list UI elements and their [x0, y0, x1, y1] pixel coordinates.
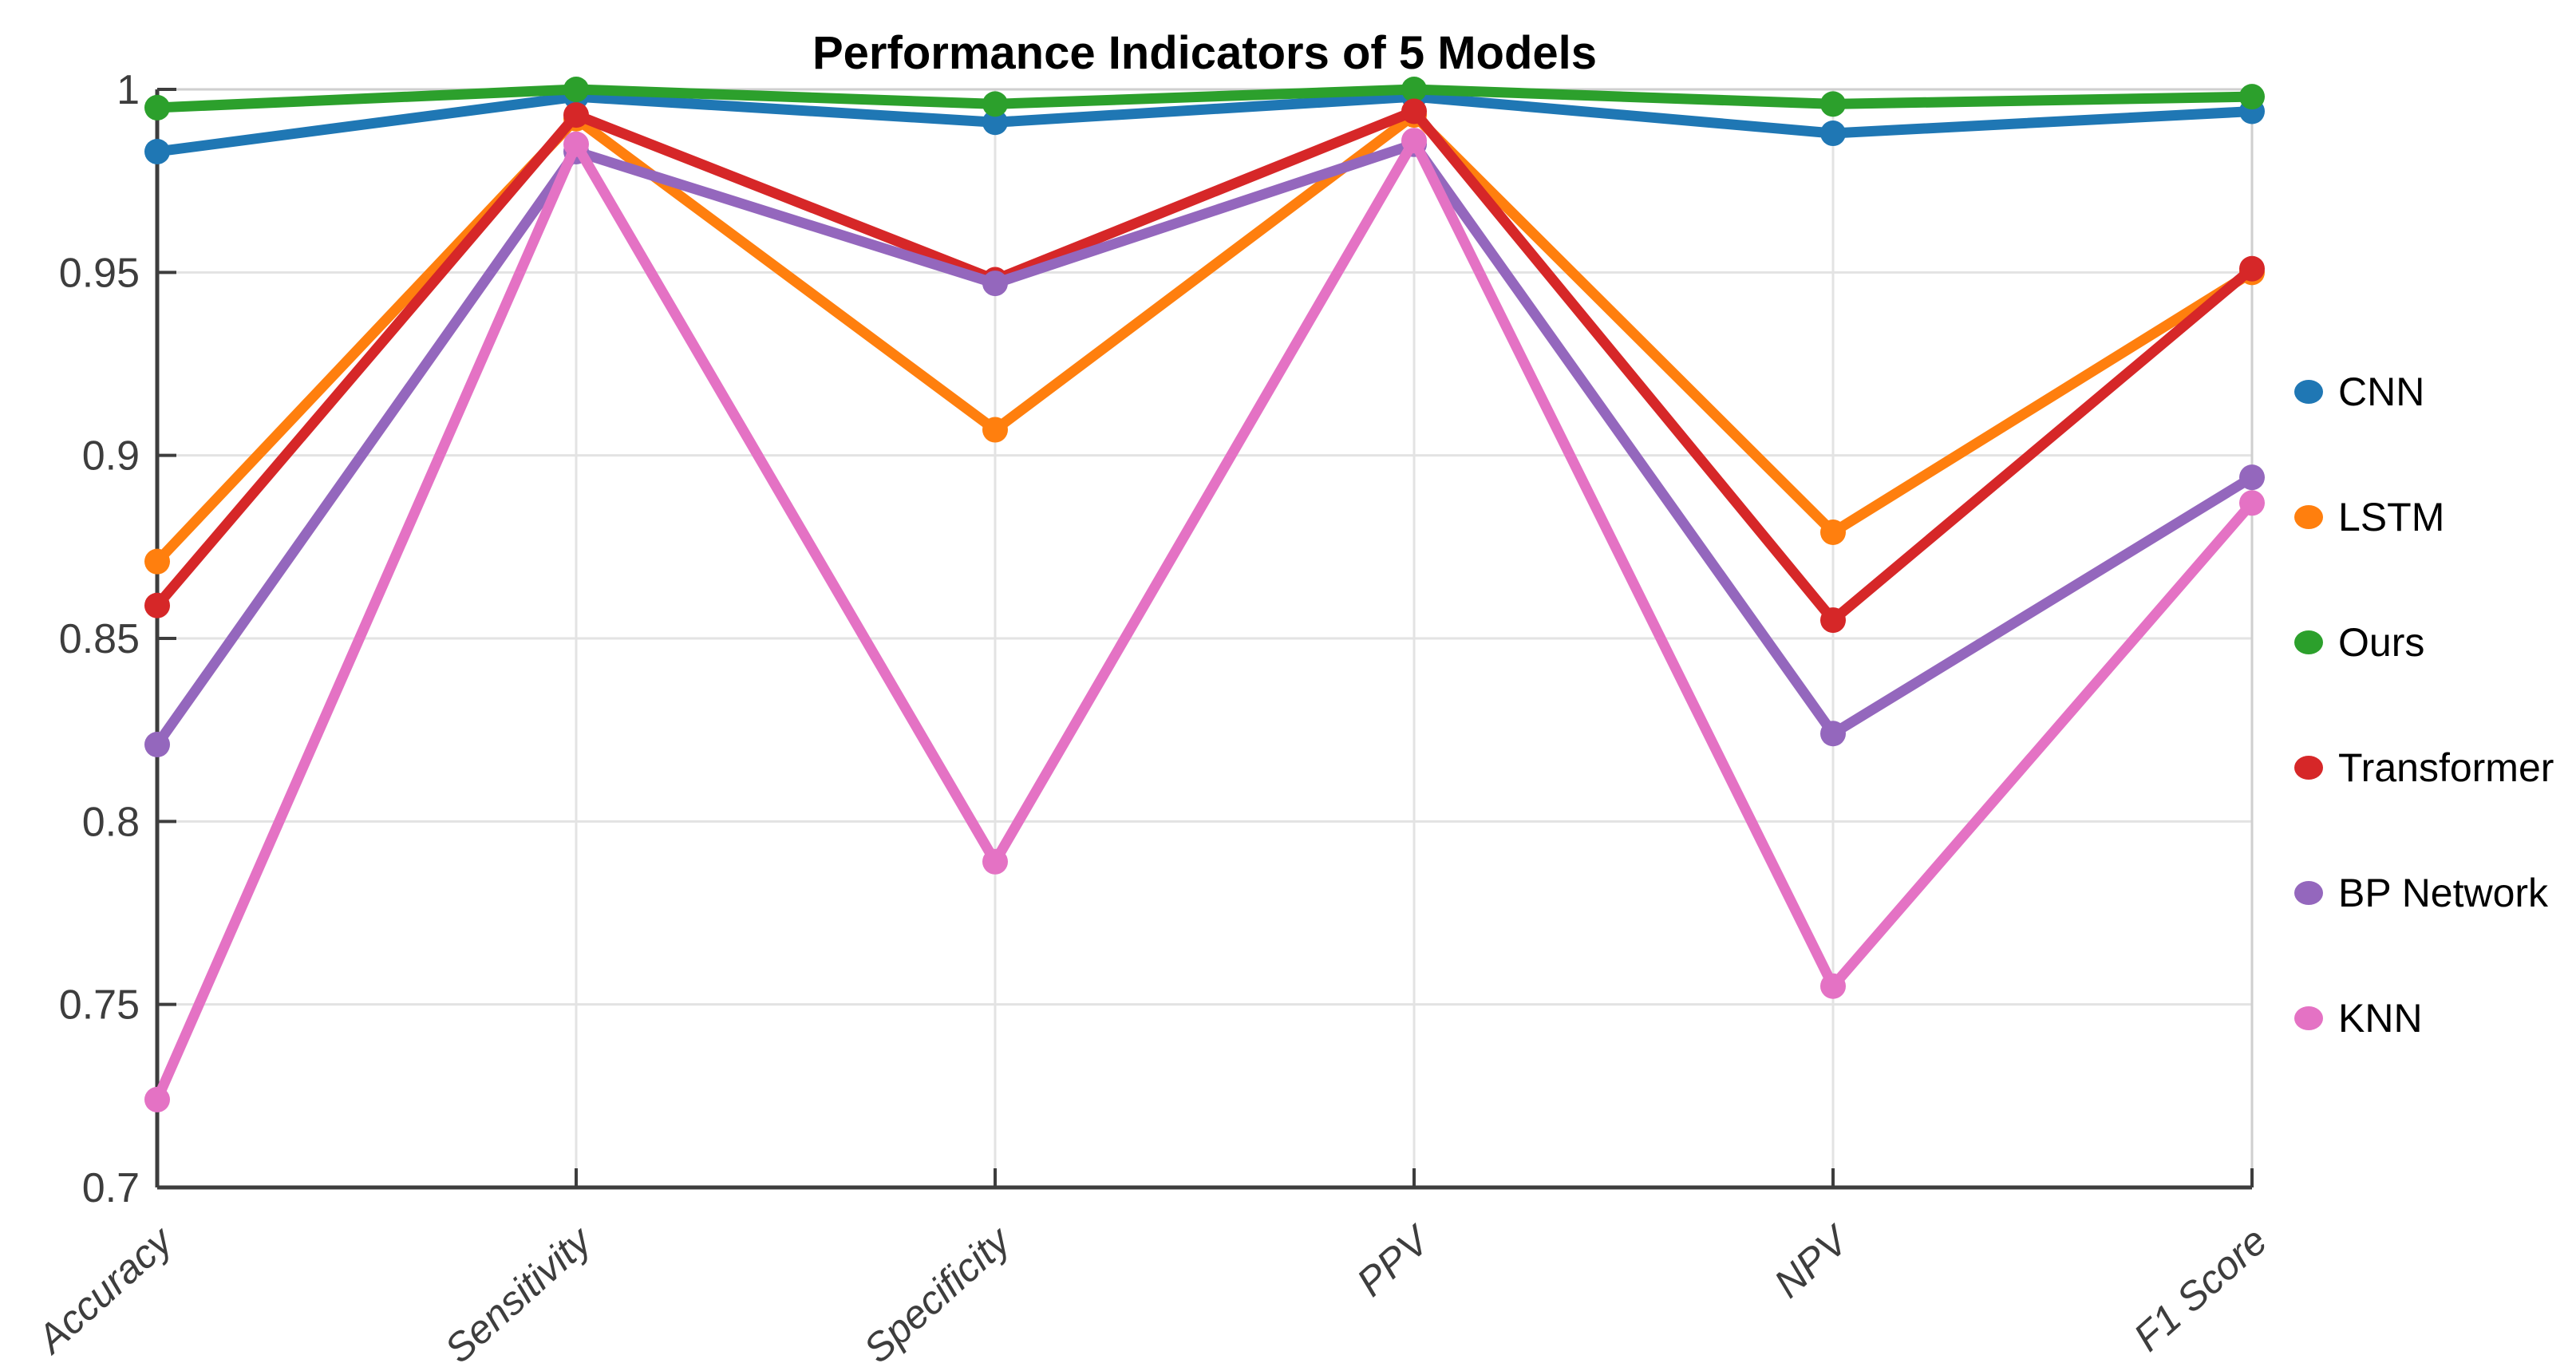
- legend-marker-icon: [2294, 380, 2323, 404]
- data-point-marker: [982, 271, 1008, 297]
- data-point-marker: [563, 77, 589, 102]
- legend-item-label: LSTM: [2338, 495, 2444, 539]
- data-point-marker: [1820, 91, 1846, 117]
- legend-item-cnn: CNN: [2294, 369, 2424, 414]
- data-point-marker: [2239, 464, 2265, 491]
- y-tick-label: 0.7: [82, 1165, 140, 1211]
- data-point-marker: [1820, 721, 1846, 747]
- data-point-marker: [563, 131, 589, 157]
- legend-item-transformer: Transformer: [2294, 745, 2554, 790]
- x-tick-label: Accuracy: [27, 1217, 183, 1363]
- series-line: [152, 91, 2258, 157]
- data-point-marker: [144, 138, 170, 164]
- series-bp-network: [144, 131, 2265, 758]
- series-knn: [144, 128, 2265, 1112]
- data-point-marker: [563, 102, 589, 128]
- y-tick-label: 0.9: [82, 433, 140, 480]
- grid-layer: [157, 88, 2254, 1187]
- legend-item-lstm: LSTM: [2294, 495, 2444, 539]
- legend-item-label: CNN: [2338, 369, 2424, 414]
- y-tick-label: 0.85: [59, 616, 140, 662]
- legend-item-label: BP Network: [2338, 871, 2549, 915]
- data-point-marker: [144, 548, 170, 575]
- data-point-marker: [1820, 607, 1846, 634]
- x-tick-label: F1 Score: [2125, 1219, 2275, 1360]
- legend-item-label: Transformer: [2338, 745, 2554, 790]
- legend-item-label: Ours: [2338, 620, 2424, 665]
- data-point-marker: [2239, 490, 2265, 516]
- series-transformer: [144, 98, 2265, 634]
- legend-item-ours: Ours: [2294, 620, 2424, 665]
- y-tick-label: 1: [117, 67, 140, 113]
- data-point-marker: [1820, 973, 1846, 999]
- legend-item-bp-network: BP Network: [2294, 871, 2549, 915]
- data-point-marker: [144, 94, 170, 121]
- series-line: [152, 139, 2258, 750]
- legend-marker-icon: [2294, 1006, 2323, 1030]
- data-point-marker: [1820, 519, 1846, 545]
- legend-item-label: KNN: [2338, 996, 2423, 1041]
- data-point-marker: [982, 109, 1008, 136]
- chart-title: Performance Indicators of 5 Models: [812, 27, 1597, 79]
- data-point-marker: [2239, 84, 2265, 110]
- series-line: [152, 106, 2258, 626]
- data-point-marker: [1401, 77, 1427, 102]
- data-point-marker: [982, 91, 1008, 117]
- data-point-marker: [2239, 255, 2265, 282]
- data-point-marker: [982, 848, 1008, 875]
- tick-marks: [156, 88, 2254, 1189]
- legend-marker-icon: [2294, 881, 2323, 905]
- data-point-marker: [1401, 128, 1427, 154]
- axis-labels: 0.7 0.75 0.8 0.85 0.9 0.95 1 Accuracy Sensitivit…: [27, 67, 2276, 1367]
- legend-item-knn: KNN: [2294, 996, 2423, 1041]
- data-point-marker: [144, 592, 170, 618]
- x-tick-label: Specificity: [855, 1217, 1021, 1367]
- series-ours: [144, 77, 2265, 121]
- legend-marker-icon: [2294, 756, 2323, 780]
- x-tick-label: Sensitivity: [437, 1217, 602, 1367]
- data-point-marker: [144, 732, 170, 758]
- y-tick-label: 0.8: [82, 799, 140, 845]
- legend: CNN LSTM Ours Transformer BP Network KNN: [2294, 369, 2554, 1041]
- data-point-marker: [982, 417, 1008, 443]
- data-point-marker: [144, 1086, 170, 1112]
- series-line: [152, 84, 2258, 113]
- x-tick-label: NPV: [1765, 1215, 1859, 1306]
- y-tick-label: 0.95: [59, 250, 140, 296]
- legend-marker-icon: [2294, 630, 2323, 654]
- x-tick-label: PPV: [1349, 1215, 1440, 1305]
- y-tick-label: 0.75: [59, 982, 140, 1029]
- data-point-marker: [1820, 121, 1846, 147]
- legend-marker-icon: [2294, 505, 2323, 529]
- series-line: [152, 135, 2258, 1105]
- data-point-marker: [1401, 98, 1427, 124]
- series-layer: [144, 77, 2265, 1112]
